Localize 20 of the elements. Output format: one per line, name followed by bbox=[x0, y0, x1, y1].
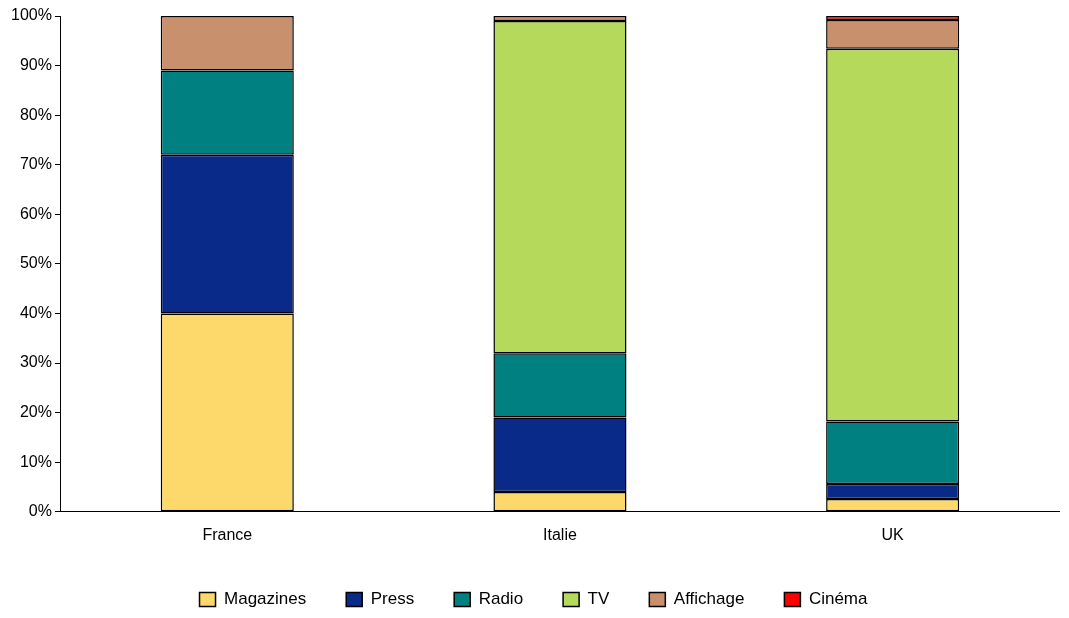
y-tick-label: 100% bbox=[11, 6, 52, 24]
legend-label: Magazines bbox=[224, 589, 307, 609]
legend-label: TV bbox=[587, 589, 610, 609]
legend-label: Cinéma bbox=[808, 589, 869, 609]
legend-label: Radio bbox=[478, 589, 524, 609]
y-tick-label: 30% bbox=[19, 353, 52, 371]
y-tick-label: 50% bbox=[19, 254, 52, 272]
y-tick-label: 80% bbox=[19, 105, 52, 123]
x-tick-label: UK bbox=[881, 525, 905, 543]
legend-label: Press bbox=[370, 589, 415, 609]
y-tick-label: 10% bbox=[19, 452, 52, 470]
y-tick-label: 0% bbox=[28, 502, 52, 520]
legend-label: Affichage bbox=[673, 589, 745, 609]
x-tick-label: Italie bbox=[543, 525, 577, 543]
x-tick-label: France bbox=[202, 525, 253, 543]
y-tick-label: 20% bbox=[19, 403, 52, 421]
y-tick-label: 40% bbox=[19, 303, 52, 321]
y-tick-label: 60% bbox=[19, 204, 52, 222]
y-tick-label: 70% bbox=[19, 155, 52, 173]
y-tick-label: 90% bbox=[19, 55, 52, 73]
